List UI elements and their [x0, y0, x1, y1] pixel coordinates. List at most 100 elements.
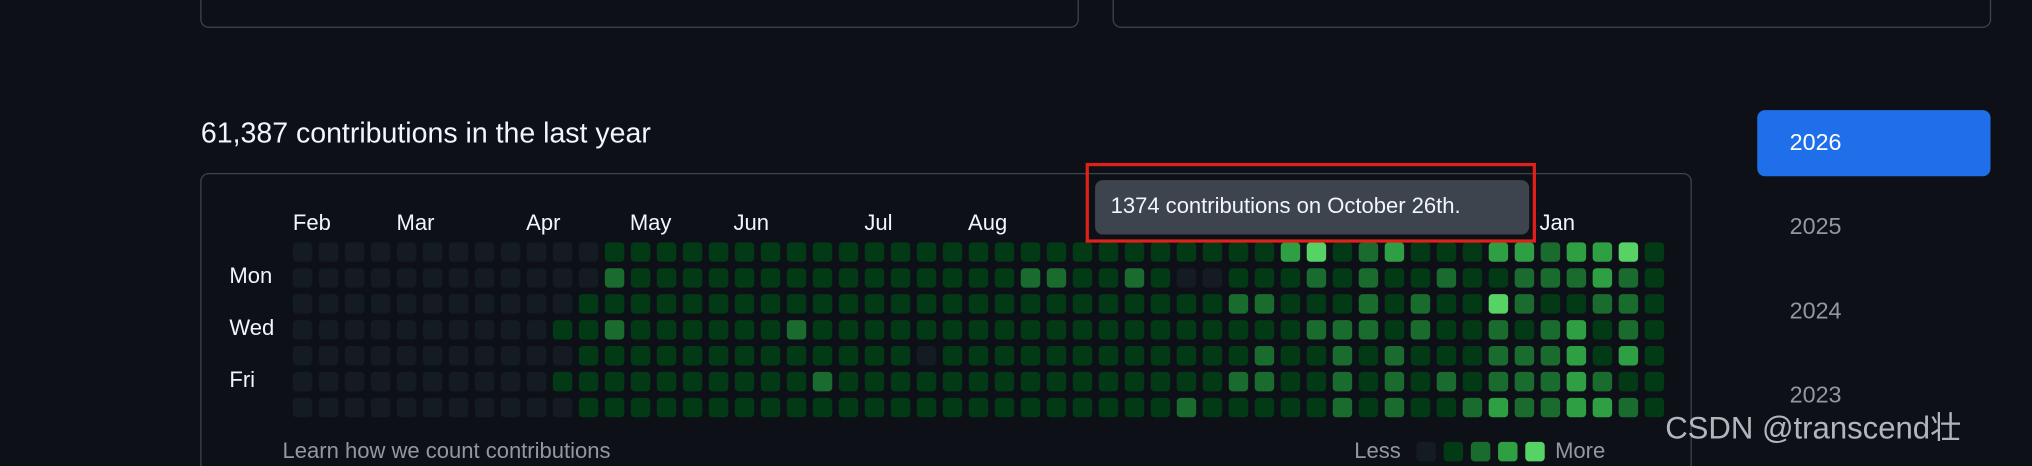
day-cell[interactable]: [838, 242, 859, 262]
day-cell[interactable]: [1280, 268, 1301, 288]
day-cell[interactable]: [1358, 268, 1379, 288]
day-cell[interactable]: [422, 268, 443, 288]
day-cell[interactable]: [760, 346, 781, 366]
day-cell[interactable]: [916, 346, 937, 366]
day-cell[interactable]: [682, 397, 703, 418]
day-cell[interactable]: [1176, 346, 1197, 366]
day-cell[interactable]: [1514, 371, 1535, 392]
day-cell[interactable]: [1150, 397, 1171, 418]
day-cell[interactable]: [1124, 397, 1145, 418]
day-cell[interactable]: [1488, 346, 1509, 366]
day-cell[interactable]: [1436, 320, 1457, 340]
day-cell[interactable]: [1358, 294, 1379, 314]
day-cell[interactable]: [1566, 346, 1587, 366]
day-cell[interactable]: [916, 320, 937, 340]
day-cell[interactable]: [942, 242, 963, 262]
day-cell[interactable]: [786, 397, 807, 418]
day-cell[interactable]: [1566, 268, 1587, 288]
day-cell[interactable]: [1072, 397, 1093, 418]
day-cell[interactable]: [734, 397, 755, 418]
day-cell[interactable]: [1332, 346, 1353, 366]
day-cell[interactable]: [1046, 242, 1067, 262]
day-cell[interactable]: [552, 320, 573, 340]
day-cell[interactable]: [968, 242, 989, 262]
day-cell[interactable]: [1540, 242, 1561, 262]
day-cell[interactable]: [1436, 397, 1457, 418]
day-cell[interactable]: [1514, 242, 1535, 262]
day-cell[interactable]: [760, 397, 781, 418]
day-cell[interactable]: [1280, 320, 1301, 340]
day-cell[interactable]: [812, 320, 833, 340]
day-cell[interactable]: [448, 242, 469, 262]
day-cell[interactable]: [292, 320, 313, 340]
day-cell[interactable]: [1540, 320, 1561, 340]
day-cell[interactable]: [968, 397, 989, 418]
day-cell[interactable]: [1540, 268, 1561, 288]
day-cell[interactable]: [786, 242, 807, 262]
day-cell[interactable]: [656, 242, 677, 262]
day-cell[interactable]: [656, 294, 677, 314]
day-cell[interactable]: [1540, 371, 1561, 392]
day-cell[interactable]: [1020, 346, 1041, 366]
day-cell[interactable]: [1514, 346, 1535, 366]
day-cell[interactable]: [1332, 268, 1353, 288]
day-cell[interactable]: [812, 371, 833, 392]
day-cell[interactable]: [1306, 294, 1327, 314]
day-cell[interactable]: [942, 346, 963, 366]
day-cell[interactable]: [656, 320, 677, 340]
day-cell[interactable]: [1228, 294, 1249, 314]
day-cell[interactable]: [1176, 397, 1197, 418]
day-cell[interactable]: [1332, 294, 1353, 314]
day-cell[interactable]: [1280, 397, 1301, 418]
day-cell[interactable]: [630, 397, 651, 418]
day-cell[interactable]: [1254, 268, 1275, 288]
day-cell[interactable]: [474, 320, 495, 340]
day-cell[interactable]: [578, 294, 599, 314]
day-cell[interactable]: [1488, 371, 1509, 392]
day-cell[interactable]: [864, 294, 885, 314]
year-link[interactable]: 2023: [1790, 382, 1842, 408]
day-cell[interactable]: [474, 294, 495, 314]
day-cell[interactable]: [1358, 242, 1379, 262]
day-cell[interactable]: [1618, 268, 1639, 288]
day-cell[interactable]: [812, 294, 833, 314]
day-cell[interactable]: [760, 294, 781, 314]
day-cell[interactable]: [760, 371, 781, 392]
day-cell[interactable]: [1462, 320, 1483, 340]
day-cell[interactable]: [578, 371, 599, 392]
day-cell[interactable]: [1306, 371, 1327, 392]
day-cell[interactable]: [1020, 397, 1041, 418]
day-cell[interactable]: [708, 371, 729, 392]
day-cell[interactable]: [1332, 397, 1353, 418]
day-cell[interactable]: [1358, 397, 1379, 418]
day-cell[interactable]: [1644, 242, 1665, 262]
day-cell[interactable]: [890, 268, 911, 288]
day-cell[interactable]: [1150, 242, 1171, 262]
day-cell[interactable]: [968, 320, 989, 340]
day-cell[interactable]: [1514, 397, 1535, 418]
day-cell[interactable]: [630, 268, 651, 288]
day-cell[interactable]: [1020, 371, 1041, 392]
day-cell[interactable]: [578, 268, 599, 288]
day-cell[interactable]: [1254, 294, 1275, 314]
year-link[interactable]: 2025: [1790, 213, 1842, 239]
day-cell[interactable]: [1644, 397, 1665, 418]
day-cell[interactable]: [890, 346, 911, 366]
day-cell[interactable]: [318, 346, 339, 366]
day-cell[interactable]: [292, 268, 313, 288]
day-cell[interactable]: [708, 346, 729, 366]
day-cell[interactable]: [1124, 294, 1145, 314]
day-cell[interactable]: [1150, 320, 1171, 340]
day-cell[interactable]: [838, 268, 859, 288]
day-cell[interactable]: [864, 346, 885, 366]
day-cell[interactable]: [812, 397, 833, 418]
day-cell[interactable]: [1462, 242, 1483, 262]
day-cell[interactable]: [1384, 320, 1405, 340]
day-cell[interactable]: [1358, 371, 1379, 392]
day-cell[interactable]: [1410, 320, 1431, 340]
day-cell[interactable]: [786, 320, 807, 340]
day-cell[interactable]: [708, 320, 729, 340]
day-cell[interactable]: [968, 294, 989, 314]
day-cell[interactable]: [422, 371, 443, 392]
day-cell[interactable]: [1098, 242, 1119, 262]
